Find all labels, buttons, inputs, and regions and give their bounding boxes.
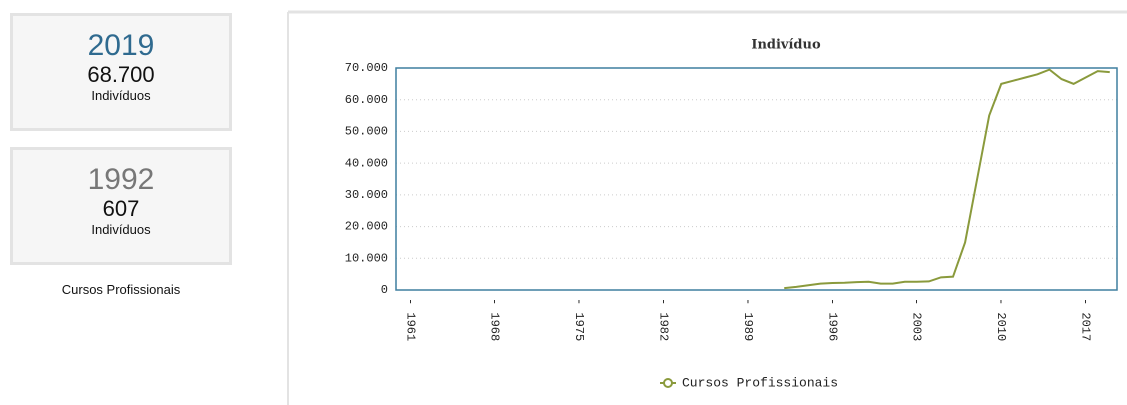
x-tick-label: - 2017 [1078,298,1092,341]
x-tick-label: - 1996 [825,298,839,341]
card-year: 2019 [87,29,155,62]
data-line [784,68,1110,290]
y-tick-label: 0 [381,283,388,297]
y-tick-label: 10.000 [345,251,388,265]
legend-label: Cursos Profissionais [682,375,838,390]
card: 2019 68.700 Indivíduos [10,13,232,131]
x-tick-label: - 1989 [741,298,755,341]
card-year: 1992 [87,163,155,196]
x-tick-label: - 1968 [488,298,502,341]
y-tick-label: 60.000 [345,93,388,107]
y-tick-label: 70.000 [345,61,388,75]
caption: Cursos Profissionais [61,282,181,297]
x-tick-label: - 1975 [572,298,586,341]
card-unit: Indivíduos [91,222,151,237]
x-tick-label: - 1961 [403,298,417,341]
y-tick-label: 30.000 [345,188,388,202]
x-tick-label: - 2003 [910,298,924,341]
plot-border [395,67,1118,291]
card-unit: Indivíduos [91,88,151,103]
chart-title: Indivíduo [751,38,821,53]
y-tick-label: 50.000 [345,125,388,139]
card-value: 607 [102,196,140,221]
legend-marker [663,378,673,388]
x-tick-label: - 2010 [994,298,1008,341]
card: 1992 607 Indivíduos [10,147,232,265]
y-tick-label: 40.000 [345,156,388,170]
card-value: 68.700 [87,62,155,87]
x-tick-label: - 1982 [656,298,670,341]
y-tick-label: 20.000 [345,220,388,234]
